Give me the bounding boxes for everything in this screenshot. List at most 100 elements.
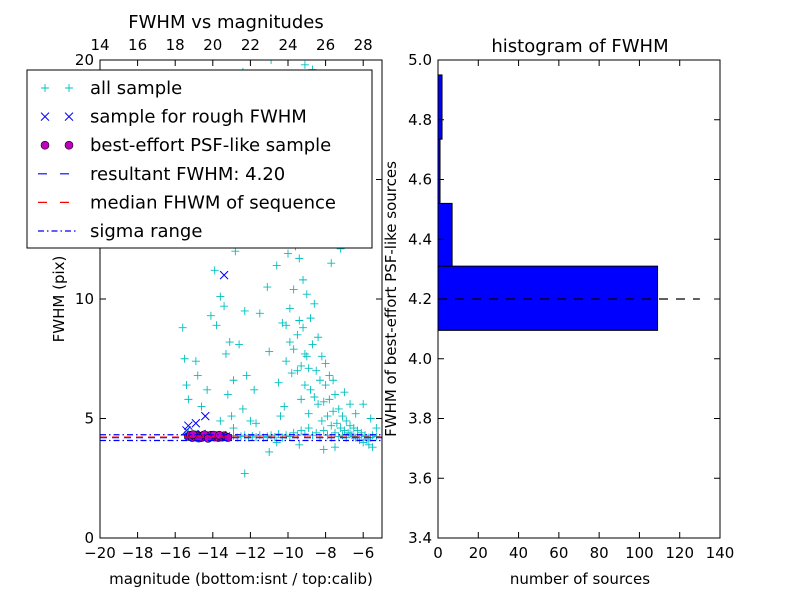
x-tick-label: 100 [625,544,654,562]
legend-marker [64,140,74,150]
data-point [327,421,336,430]
data-point [325,371,334,380]
data-point [332,419,341,428]
data-point [285,338,294,347]
data-point [193,371,202,380]
data-point [267,60,276,64]
data-point [312,366,321,375]
data-point [284,249,292,258]
histogram-title: histogram of FWHM [491,36,668,57]
data-point [206,311,215,320]
data-point [342,416,351,425]
data-point [263,432,272,441]
data-point [349,432,358,441]
data-point [317,352,326,361]
data-point [368,443,377,452]
data-point [280,402,289,411]
data-point [299,323,308,332]
top-x-tick-label: 28 [354,36,373,54]
data-point [302,290,311,299]
legend-item: sample for rough FWHM [40,107,307,128]
data-point [263,283,272,292]
x-tick-label: 20 [469,544,488,562]
data-point [359,400,368,409]
data-point [300,60,309,69]
data-point [351,409,360,418]
data-point [308,340,317,349]
data-point [306,385,315,394]
scatter-axes: −20−18−16−14−12−10−8−6051015201416182022… [75,36,383,562]
histogram-panel: histogram of FWHM 0 20 40 60 80 100 120 140 3.4 3… [382,36,734,588]
data-point [293,330,302,339]
data-point [310,299,319,308]
y-tick-label: 20 [75,51,94,69]
data-point [182,381,191,390]
data-point [334,432,343,441]
data-point [366,414,375,423]
scatter-panel: FWHM vs magnitudes −20 −18 −16 −14 −12 −10 −8−… [26,12,383,588]
data-point [297,395,306,404]
top-x-tick-label: 14 [90,36,109,54]
x-tick-label: −14 [197,544,229,562]
legend-box [26,69,373,249]
data-point [334,404,343,413]
data-point [197,402,206,411]
data-point [338,412,347,421]
data-point [304,364,313,373]
legend-item: best-effort PSF-like sample [40,135,331,156]
legend-label: sigma range [90,221,202,242]
data-point [321,381,330,390]
x-tick-label: −12 [235,544,267,562]
y-tick-label: 10 [75,290,94,308]
data-point [372,432,381,441]
data-point [304,409,313,418]
data-point [323,412,332,421]
histogram-bar [437,74,443,140]
legend: all sample sample for rough FWHM best-effo… [26,69,373,249]
legend-marker [40,140,50,150]
data-point [346,400,355,409]
legend-label: resultant FWHM: 4.20 [90,164,285,185]
data-point [225,338,234,347]
legend-marker [65,84,73,92]
data-point [295,254,304,263]
data-point [223,390,232,399]
data-point [184,395,193,404]
y-tick-label: 4.4 [408,230,432,248]
legend-label: sample for rough FWHM [90,107,307,128]
data-point [289,285,298,294]
data-point [321,359,330,368]
top-x-tick-label: 16 [128,36,147,54]
data-point [231,247,240,256]
x-tick-label: −20 [84,544,116,562]
legend-item: sigma range [38,221,202,242]
scatter-x-label: magnitude (bottom:isnt / top:calib) [109,570,373,588]
x-tick-label: 120 [665,544,694,562]
data-point [331,428,339,437]
data-point [216,292,225,301]
data-point [319,445,328,454]
data-point [300,381,309,390]
y-tick-label: 3.6 [408,469,432,487]
data-point [319,426,328,435]
x-tick-label: 40 [509,544,528,562]
data-point [252,419,261,428]
y-tick-label: 4.0 [408,350,432,368]
x-tick-label: 0 [433,544,443,562]
data-point [289,345,298,354]
data-point [220,302,229,311]
y-tick-label: 4.8 [408,111,432,129]
data-point [248,431,257,440]
y-tick-label: 3.8 [408,410,432,428]
data-point [329,407,338,416]
data-point [329,376,338,385]
data-point [282,321,291,330]
histogram-axes: 0 20 40 60 80 100 120 140 3.4 3.6 3.8 4.0 4.2 4.4 4.6 4… [408,51,734,562]
data-point [203,385,212,394]
data-point [237,432,245,441]
data-point [317,416,326,425]
y-tick-label: 5.0 [408,51,432,69]
x-tick-label: 80 [590,544,609,562]
data-point [235,340,244,349]
